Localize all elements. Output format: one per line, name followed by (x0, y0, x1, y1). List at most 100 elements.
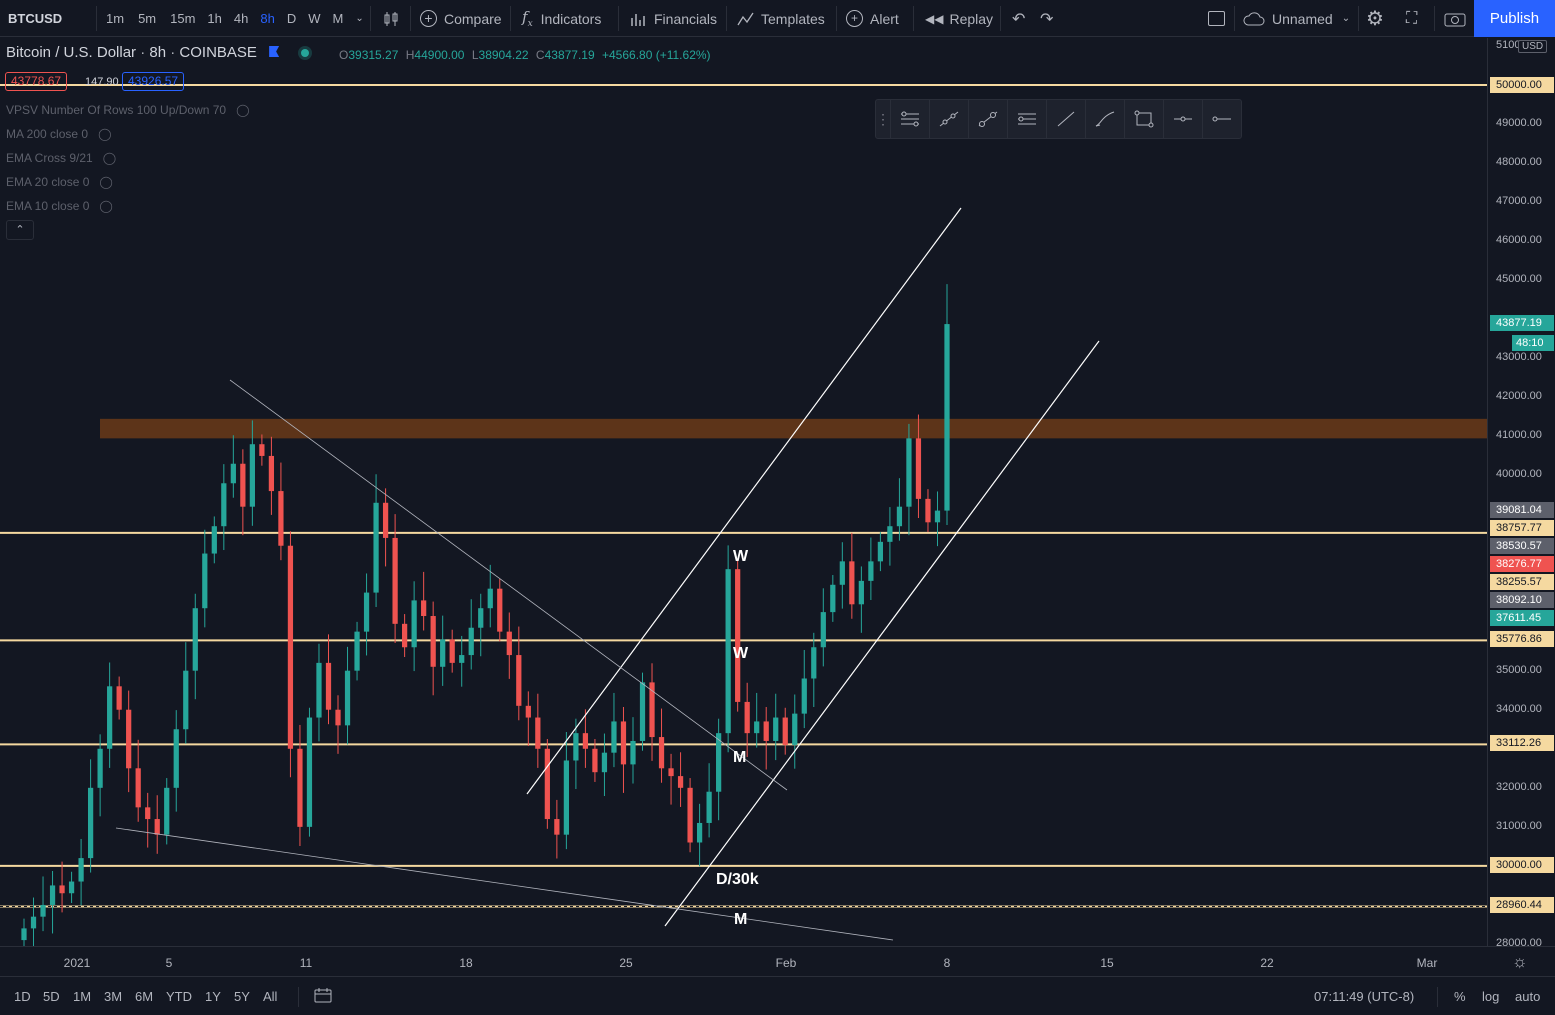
alert-button[interactable]: + Alert (846, 0, 899, 37)
range-6m[interactable]: 6M (135, 989, 154, 1004)
resistance-zone[interactable] (100, 418, 1487, 439)
price-label[interactable]: 48:10 (1512, 335, 1554, 351)
indicator-ema-cross[interactable]: EMA Cross 9/21 ◯ (6, 151, 117, 165)
tf-5m[interactable]: 5m (138, 11, 157, 26)
tf-8h[interactable]: 8h (260, 11, 275, 26)
candle-body (696, 822, 703, 843)
eye-hidden-icon[interactable]: ◯ (99, 175, 113, 189)
candle-body (335, 709, 341, 726)
price-label[interactable]: 35776.86 (1490, 631, 1554, 647)
fullscreen-layout-button[interactable] (1208, 0, 1225, 37)
chart-pane[interactable]: W W M D/30k M (0, 38, 1487, 946)
undo-button[interactable]: ↶ (1012, 0, 1025, 37)
price-label[interactable]: 50000.00 (1490, 77, 1554, 93)
drag-handle-icon[interactable]: ⋮ (876, 110, 890, 127)
price-label[interactable]: 28960.44 (1490, 897, 1554, 913)
candle-body (925, 498, 931, 523)
go-to-date-button[interactable] (314, 987, 332, 1008)
range-3m[interactable]: 3M (104, 989, 123, 1004)
indicator-ema10[interactable]: EMA 10 close 0 ◯ (6, 199, 113, 213)
line-tool[interactable] (1046, 100, 1085, 138)
trend-angle-tool[interactable] (929, 100, 968, 138)
range-5y[interactable]: 5Y (234, 989, 250, 1004)
publish-button[interactable]: Publish (1474, 0, 1555, 37)
horizontal-ray-tool[interactable] (1163, 100, 1202, 138)
price-label[interactable]: 38530.57 (1490, 538, 1554, 554)
chart-annotation[interactable]: W (733, 645, 749, 662)
symbol-search-button[interactable]: BTCUSD (8, 0, 62, 37)
brush-tool[interactable] (1085, 100, 1124, 138)
indicators-button[interactable]: fx Indicators (522, 0, 601, 37)
financials-button[interactable]: Financials (630, 0, 717, 37)
price-label[interactable]: 38276.77 (1490, 556, 1554, 572)
lower-support-line[interactable] (115, 827, 894, 941)
eye-hidden-icon[interactable]: ◯ (102, 151, 117, 165)
rectangle-tool[interactable] (1124, 100, 1163, 138)
ask-price[interactable]: 43926.57 (122, 72, 185, 91)
currency-label[interactable]: USD (1518, 40, 1548, 53)
settings-sun-icon[interactable]: ☼ (1512, 952, 1528, 971)
chart-annotation[interactable]: M (733, 749, 746, 766)
eye-hidden-icon[interactable]: ◯ (98, 127, 112, 141)
channel-upper-line[interactable] (526, 207, 962, 795)
eye-hidden-icon[interactable]: ◯ (99, 199, 113, 213)
price-label[interactable]: 38255.57 (1490, 574, 1554, 590)
price-label[interactable]: 38092.10 (1490, 592, 1554, 608)
chart-annotation[interactable]: W (733, 548, 749, 565)
time-axis[interactable]: 2021 5 11 18 25 Feb 8 15 22 Mar ☼ (0, 946, 1555, 976)
collapse-indicators-button[interactable]: ⌃ (6, 220, 34, 240)
parallel-channel-tool[interactable] (890, 100, 929, 138)
tf-d[interactable]: D (286, 11, 297, 26)
close-value: 43877.19 (544, 48, 595, 62)
chart-annotation[interactable]: D/30k (716, 871, 759, 888)
price-label[interactable]: 43877.19 (1490, 315, 1554, 331)
chart-type-button[interactable] (382, 0, 400, 37)
range-1m[interactable]: 1M (73, 989, 92, 1004)
pitchfork-tool[interactable] (1007, 100, 1046, 138)
legend-title[interactable]: Bitcoin / U.S. Dollar (6, 44, 137, 61)
auto-toggle[interactable]: auto (1515, 989, 1541, 1004)
tf-m[interactable]: M (332, 11, 344, 26)
bid-price[interactable]: 43778.67 (5, 72, 68, 91)
time-label: 18 (459, 956, 473, 970)
indicator-ema20[interactable]: EMA 20 close 0 ◯ (6, 175, 113, 189)
descending-trendline[interactable] (229, 379, 788, 791)
price-label[interactable]: 30000.00 (1490, 857, 1554, 873)
price-scale[interactable]: USD 51000.0050000.0049000.0048000.004700… (1487, 38, 1555, 949)
clock-label[interactable]: 07:11:49 (UTC-8) (1314, 989, 1415, 1004)
chart-legend: Bitcoin / U.S. Dollar · 8h · COINBASE (6, 44, 310, 61)
snapshot-button[interactable] (1444, 0, 1466, 37)
tf-4h[interactable]: 4h (233, 11, 249, 26)
settings-button[interactable]: ⚙ (1366, 0, 1384, 37)
tf-1h[interactable]: 1h (207, 11, 222, 26)
channel-lower-line[interactable] (664, 340, 1100, 927)
price-label[interactable]: 38757.77 (1490, 520, 1554, 536)
fullscreen-button[interactable]: ⛶ (1406, 0, 1417, 37)
range-all[interactable]: All (263, 989, 278, 1004)
range-1d[interactable]: 1D (14, 989, 31, 1004)
percent-toggle[interactable]: % (1454, 989, 1466, 1004)
candle-body (763, 721, 769, 741)
price-label[interactable]: 33112.26 (1490, 735, 1554, 751)
chart-annotation[interactable]: M (734, 911, 747, 928)
price-label[interactable]: 39081.04 (1490, 502, 1554, 518)
chevron-down-icon[interactable]: ⌄ (355, 13, 364, 24)
indicator-vpsv[interactable]: VPSV Number Of Rows 100 Up/Down 70 ◯ (6, 103, 250, 117)
log-toggle[interactable]: log (1482, 989, 1500, 1004)
indicator-ma200[interactable]: MA 200 close 0 ◯ (6, 127, 112, 141)
horizontal-line-tool[interactable] (1202, 100, 1241, 138)
range-1y[interactable]: 1Y (205, 989, 221, 1004)
tf-w[interactable]: W (308, 11, 321, 26)
templates-button[interactable]: Templates (737, 0, 825, 37)
layout-name-button[interactable]: Unnamed ⌄ (1243, 0, 1350, 37)
tf-15m[interactable]: 15m (170, 11, 196, 26)
tf-1m[interactable]: 1m (106, 11, 125, 26)
range-5d[interactable]: 5D (43, 989, 60, 1004)
compare-button[interactable]: + Compare (420, 0, 502, 37)
replay-button[interactable]: ◀◀ Replay (925, 0, 993, 37)
eye-hidden-icon[interactable]: ◯ (236, 103, 250, 117)
price-label[interactable]: 37611.45 (1490, 610, 1554, 626)
range-ytd[interactable]: YTD (166, 989, 192, 1004)
ray-tool[interactable] (968, 100, 1007, 138)
redo-button[interactable]: ↷ (1040, 0, 1053, 37)
